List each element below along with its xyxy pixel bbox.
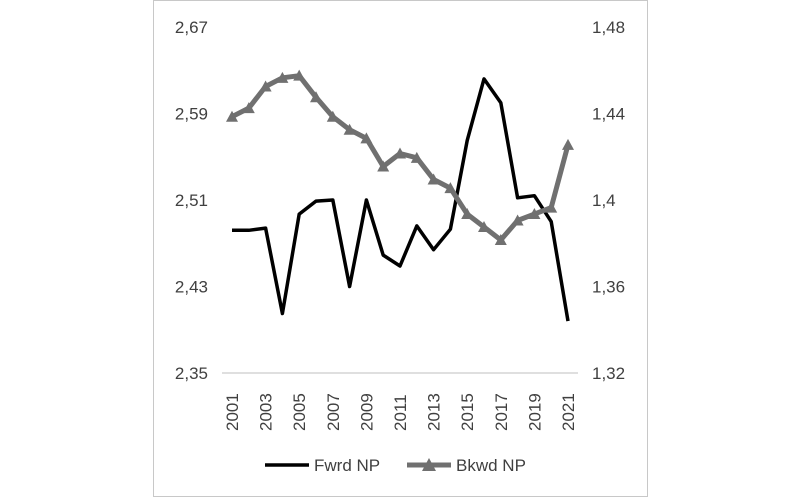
x-axis: 2001 2003 2005 2007 2009 2011 2013 2015 2017 2019… (223, 393, 578, 431)
data-point-bkwd-np (326, 110, 339, 122)
data-point-bkwd-np (511, 214, 524, 226)
data-point-bkwd-np (394, 147, 406, 159)
data-point-bkwd-np (293, 69, 306, 81)
y-right-tick-label: 1,32 (592, 364, 625, 383)
y-right-tick-label: 1,36 (592, 278, 625, 297)
data-point-bkwd-np (259, 80, 272, 92)
x-tick-label: 2013 (425, 393, 444, 431)
data-point-bkwd-np (410, 151, 423, 163)
legend-marker-bkwd-np (422, 458, 436, 471)
y-left-tick-label: 2,67 (175, 18, 208, 37)
legend: Fwrd NP Bkwd NP (265, 456, 526, 475)
data-point-bkwd-np (461, 208, 474, 220)
data-point-bkwd-np (276, 71, 289, 83)
y-right-tick-label: 1,4 (592, 191, 616, 210)
y-axis-left: 2,35 2,43 2,51 2,59 2,67 (175, 18, 208, 383)
x-tick-label: 2011 (391, 394, 410, 431)
series-line-fwrd-np (232, 77, 570, 322)
data-point-bkwd-np (360, 132, 373, 144)
data-point-bkwd-np (562, 138, 574, 150)
data-point-bkwd-np (427, 173, 440, 185)
data-point-bkwd-np (310, 91, 322, 103)
data-point-bkwd-np (494, 234, 507, 246)
y-left-tick-label: 2,35 (175, 364, 208, 383)
data-point-bkwd-np (343, 123, 356, 135)
series-layer (226, 69, 574, 322)
legend-label-bkwd-np: Bkwd NP (456, 456, 526, 475)
x-tick-label: 2021 (559, 393, 578, 431)
x-tick-label: 2003 (257, 393, 276, 431)
y-left-tick-label: 2,59 (175, 105, 208, 124)
y-left-tick-label: 2,51 (175, 191, 208, 210)
x-tick-label: 2017 (492, 393, 511, 431)
data-point-bkwd-np (528, 208, 541, 220)
y-left-tick-label: 2,43 (175, 278, 208, 297)
data-point-bkwd-np (478, 221, 490, 233)
x-tick-label: 2009 (357, 393, 376, 431)
y-right-tick-label: 1,48 (592, 18, 625, 37)
legend-label-fwrd-np: Fwrd NP (314, 456, 380, 475)
y-axis-right: 1,32 1,36 1,4 1,44 1,48 (592, 18, 625, 383)
x-tick-label: 2019 (525, 393, 544, 431)
x-tick-label: 2001 (223, 393, 242, 431)
x-tick-label: 2007 (324, 393, 343, 431)
data-point-bkwd-np (226, 110, 238, 122)
x-tick-label: 2015 (458, 393, 477, 431)
y-right-tick-label: 1,44 (592, 105, 625, 124)
chart-frame (153, 0, 648, 497)
data-point-bkwd-np (242, 102, 255, 114)
data-point-bkwd-np (377, 160, 390, 172)
data-point-bkwd-np (545, 201, 558, 213)
x-tick-label: 2005 (290, 393, 309, 431)
data-point-bkwd-np (444, 182, 457, 194)
